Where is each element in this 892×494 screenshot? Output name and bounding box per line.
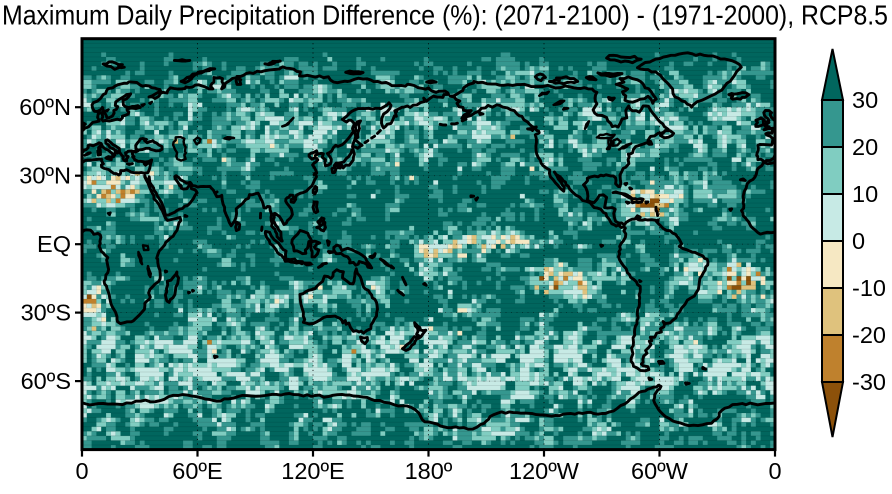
svg-text:20: 20 (852, 134, 878, 160)
svg-text:60ºS: 60ºS (21, 368, 71, 394)
svg-text:60ºW: 60ºW (631, 458, 689, 484)
svg-text:120ºE: 120ºE (281, 458, 344, 484)
svg-text:120ºW: 120ºW (509, 458, 580, 484)
svg-text:0: 0 (852, 228, 865, 254)
svg-text:-30: -30 (852, 369, 886, 395)
svg-text:30: 30 (852, 87, 878, 113)
svg-text:0: 0 (75, 458, 88, 484)
svg-text:Maximum Daily Precipitation Di: Maximum Daily Precipitation Difference (… (2, 0, 888, 31)
svg-text:30ºS: 30ºS (21, 300, 71, 326)
svg-text:EQ: EQ (37, 231, 71, 257)
svg-text:60ºE: 60ºE (172, 458, 222, 484)
svg-text:30ºN: 30ºN (19, 163, 71, 189)
svg-text:60ºN: 60ºN (19, 94, 71, 120)
svg-text:-10: -10 (852, 275, 886, 301)
svg-text:0: 0 (768, 458, 781, 484)
svg-text:10: 10 (852, 181, 878, 207)
svg-text:-20: -20 (852, 322, 886, 348)
svg-text:180º: 180º (405, 458, 453, 484)
